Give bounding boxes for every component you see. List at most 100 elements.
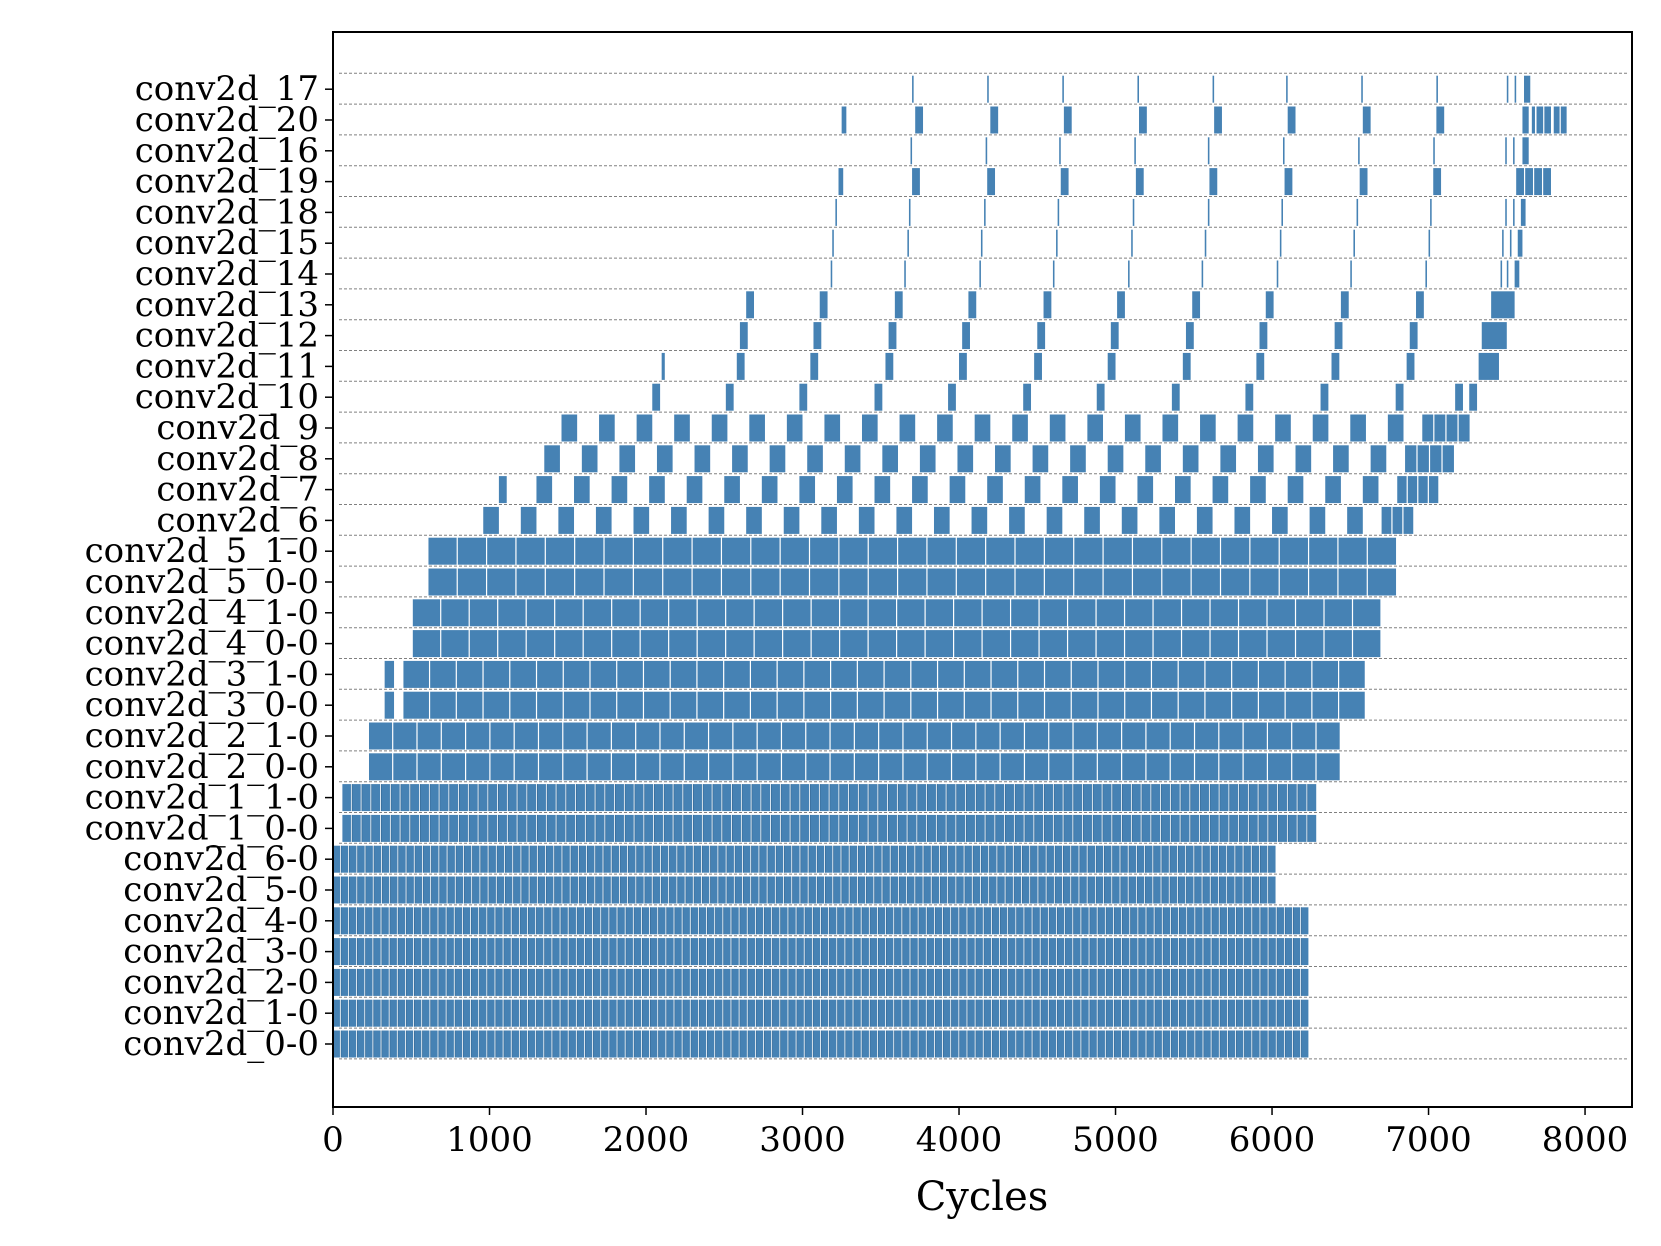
bar-segment xyxy=(609,938,617,966)
bar-segment xyxy=(788,938,796,966)
bar-segment xyxy=(636,876,644,904)
bar-segment xyxy=(1139,106,1147,134)
x-tick-label: 3000 xyxy=(759,1120,846,1160)
bar-segment xyxy=(381,938,389,966)
bar-segment xyxy=(577,1030,585,1058)
bar-segment xyxy=(417,753,441,781)
bar-segment xyxy=(1011,630,1039,658)
bar-segment xyxy=(449,784,459,812)
bar-segment xyxy=(1367,568,1397,596)
bar-segment xyxy=(599,414,615,442)
bar-segment xyxy=(777,660,804,688)
bar-segment xyxy=(997,876,1005,904)
bar-segment xyxy=(903,722,927,750)
bar-segment xyxy=(735,845,743,873)
bar-segment xyxy=(512,907,519,935)
bar-segment xyxy=(1312,414,1329,442)
bar-segment xyxy=(455,907,463,935)
bar-segment xyxy=(861,938,869,966)
bar-segment xyxy=(940,876,948,904)
bar-segment xyxy=(1162,537,1191,565)
bar-segment xyxy=(715,907,723,935)
bar-segment xyxy=(617,999,625,1027)
bar-segment xyxy=(1171,907,1179,935)
bar-segment xyxy=(759,876,767,904)
bar-segment xyxy=(570,845,578,873)
bar-segment xyxy=(1171,1030,1179,1058)
bar-segment xyxy=(1229,784,1239,812)
bar-segment xyxy=(333,907,340,935)
bar-segment xyxy=(829,907,837,935)
bar-segment xyxy=(1171,968,1179,996)
bar-segment xyxy=(976,814,985,842)
bar-segment xyxy=(783,599,811,627)
bar-segment xyxy=(902,938,910,966)
bar-segment xyxy=(615,784,624,812)
bar-segment xyxy=(1054,814,1063,842)
bar-segment xyxy=(447,845,455,873)
bar-segment xyxy=(1114,938,1122,966)
bar-segment xyxy=(1063,106,1072,134)
bar-segment xyxy=(915,845,923,873)
bar-segment xyxy=(1268,753,1292,781)
bar-segment xyxy=(441,722,465,750)
bar-segment xyxy=(940,845,948,873)
bar-segment xyxy=(898,568,927,596)
bar-segment xyxy=(652,383,661,411)
bar-segment xyxy=(1146,1030,1154,1058)
bar-segment xyxy=(731,999,739,1027)
bar-segment xyxy=(644,691,670,719)
bar-segment xyxy=(1250,568,1279,596)
bar-segment xyxy=(1079,845,1087,873)
bar-segment xyxy=(1214,106,1222,134)
bar-segment xyxy=(1133,568,1162,596)
bar-segment xyxy=(1190,814,1200,842)
bar-row xyxy=(368,753,1340,781)
bar-segment xyxy=(692,537,721,565)
bar-segment xyxy=(1145,445,1161,473)
bar-segment xyxy=(1083,784,1092,812)
bar-segment xyxy=(644,876,652,904)
bar-segment xyxy=(420,784,429,812)
bar-segment xyxy=(1161,876,1169,904)
bar-segment xyxy=(1203,999,1211,1027)
bar-segment xyxy=(1179,999,1187,1027)
bar-segment xyxy=(726,845,734,873)
bar-segment xyxy=(536,938,544,966)
bar-segment xyxy=(389,938,397,966)
bar-segment xyxy=(964,691,991,719)
bar-segment xyxy=(1000,1030,1008,1058)
bar-segment xyxy=(612,876,620,904)
bar-segment xyxy=(840,599,868,627)
row-label: conv2d_10 xyxy=(135,377,319,417)
bar-segment xyxy=(642,938,650,966)
bar-segment xyxy=(563,753,587,781)
bar-segment xyxy=(868,784,878,812)
bar-segment xyxy=(1201,260,1204,288)
bar-segment xyxy=(786,414,803,442)
bar-segment xyxy=(1120,876,1128,904)
bar-segment xyxy=(554,845,562,873)
bar-segment xyxy=(1434,414,1446,442)
bar-segment xyxy=(954,630,982,658)
bar-segment xyxy=(682,999,690,1027)
x-axis-ticks: 0 1000 2000 3000 4000 5000 6000 7000 8000 xyxy=(322,1107,1628,1160)
bar-segment xyxy=(982,599,1010,627)
bar-segment xyxy=(1117,291,1125,319)
bar-segment xyxy=(966,814,975,842)
bar-segment xyxy=(1041,999,1048,1027)
bar-segment xyxy=(1153,845,1161,873)
bar-segment xyxy=(674,968,682,996)
bar-segment xyxy=(341,845,349,873)
row-label: conv2d_17 xyxy=(135,69,319,109)
bar-segment xyxy=(1469,383,1478,411)
bar-segment xyxy=(1024,999,1032,1027)
bar-segment xyxy=(1057,1030,1065,1058)
bar-segment xyxy=(1340,291,1349,319)
bar-segment xyxy=(373,907,381,935)
bar-segment xyxy=(575,568,604,596)
bar-segment xyxy=(1312,660,1339,688)
bar-segment xyxy=(1045,691,1071,719)
bar-segment xyxy=(751,691,777,719)
bar-segment xyxy=(544,907,552,935)
